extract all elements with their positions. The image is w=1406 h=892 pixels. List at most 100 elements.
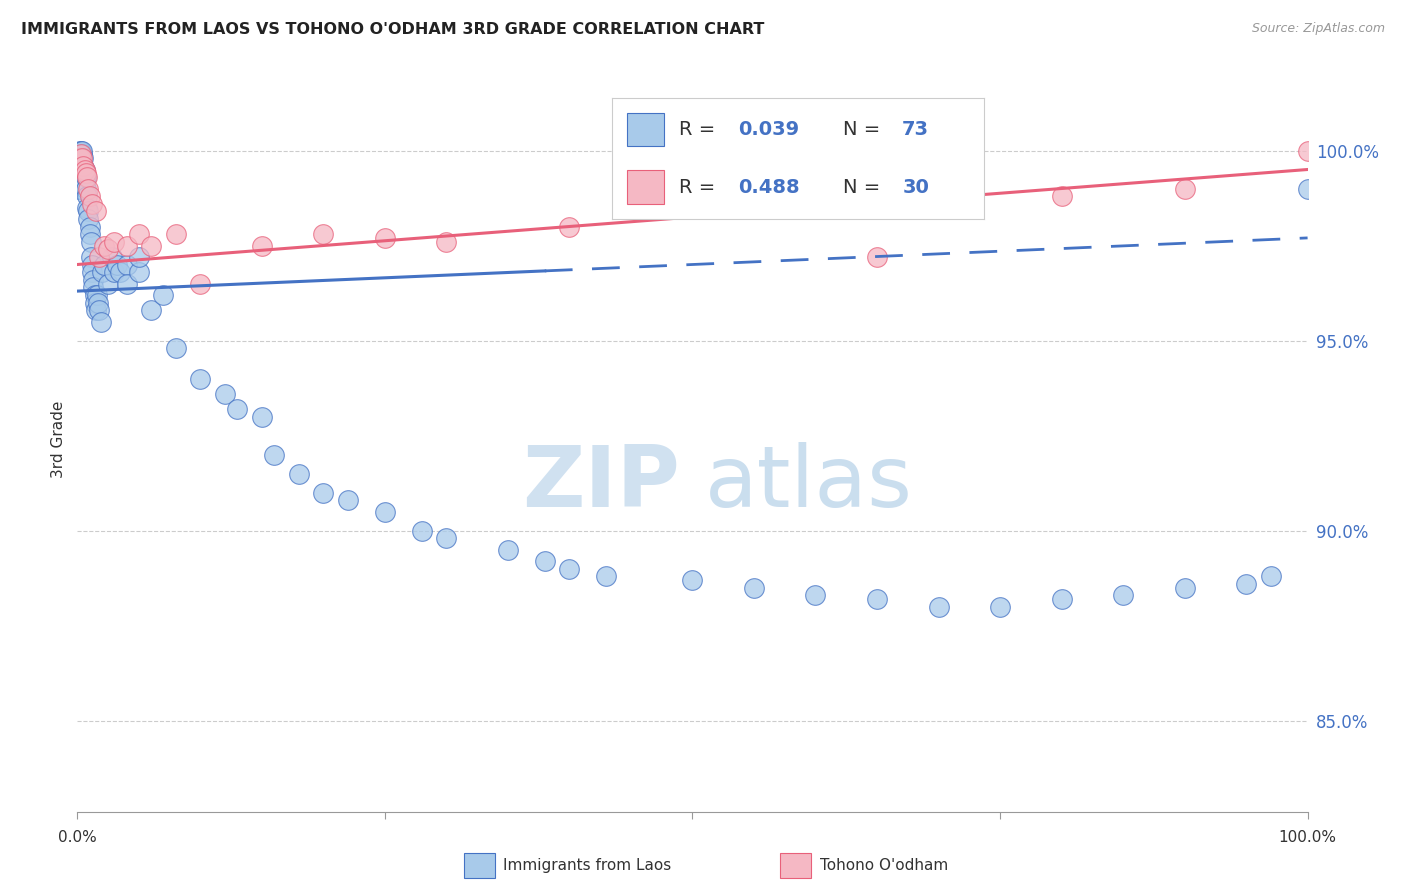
Point [82,273,104,287]
Text: 100.0%: 100.0% [1278,830,1337,846]
Point [77,181,100,195]
Point [69,144,91,158]
Point [263,448,285,462]
Point [1174,181,1197,195]
Point [250,238,273,252]
Point [165,227,187,241]
Point [103,235,125,249]
Point [682,573,704,587]
Point [742,201,765,215]
Point [105,258,128,272]
Text: Immigrants from Laos: Immigrants from Laos [503,858,672,872]
Point [558,219,581,234]
Point [436,531,458,545]
Text: IMMIGRANTS FROM LAOS VS TOHONO O'ODHAM 3RD GRADE CORRELATION CHART: IMMIGRANTS FROM LAOS VS TOHONO O'ODHAM 3… [21,22,765,37]
Point [72,159,94,173]
Text: 0.039: 0.039 [738,120,800,139]
Point [82,258,104,272]
Point [90,265,114,279]
Point [70,144,93,158]
Point [86,288,108,302]
Point [103,265,125,279]
Point [73,174,96,188]
Point [214,386,236,401]
Point [75,181,97,195]
Point [73,162,96,177]
Text: atlas: atlas [704,442,912,525]
Point [374,504,396,518]
Text: 0.488: 0.488 [738,178,800,197]
Point [141,303,163,318]
Bar [627,112,664,146]
Point [558,561,581,575]
Point [411,524,433,538]
Point [72,159,94,173]
Point [83,288,105,302]
Point [595,569,617,583]
Point [76,189,98,203]
Point [1112,588,1135,602]
Text: 0.0%: 0.0% [58,830,97,846]
Point [152,288,174,302]
Point [250,409,273,424]
Point [742,581,765,595]
Point [1174,581,1197,595]
Point [928,599,950,614]
Point [866,250,889,264]
Point [128,227,150,241]
Point [866,591,889,606]
Point [1050,591,1073,606]
Point [115,277,138,291]
Text: Tohono O'odham: Tohono O'odham [820,858,948,872]
Point [70,144,93,158]
Point [70,147,93,161]
Point [82,280,104,294]
Point [77,211,100,226]
Point [1296,144,1319,158]
Point [337,493,360,508]
Text: 73: 73 [903,120,929,139]
Point [77,204,100,219]
Point [1234,576,1257,591]
Point [97,242,120,256]
Point [988,599,1011,614]
Text: R =: R = [679,120,721,139]
Point [75,166,97,180]
Text: Source: ZipAtlas.com: Source: ZipAtlas.com [1251,22,1385,36]
Point [69,151,91,165]
Point [72,151,94,165]
Point [79,189,101,203]
Point [141,238,163,252]
Point [226,401,249,416]
Text: R =: R = [679,178,721,197]
Text: N =: N = [842,178,886,197]
Point [534,554,557,568]
Point [115,258,138,272]
Point [79,227,101,241]
Point [93,258,115,272]
Point [76,201,98,215]
Point [67,181,90,195]
Point [1050,189,1073,203]
Point [97,277,120,291]
Point [82,196,104,211]
Point [1260,569,1282,583]
Point [115,238,138,252]
Point [128,265,150,279]
Point [84,204,107,219]
Point [69,147,91,161]
Point [89,250,111,264]
Point [70,151,93,165]
Point [436,235,458,249]
Point [83,295,105,310]
Point [190,371,212,385]
Text: ZIP: ZIP [523,442,681,525]
Point [90,314,112,328]
Point [87,295,110,310]
Point [165,341,187,355]
Bar [627,170,664,204]
Point [101,250,124,264]
Point [70,151,93,165]
Point [190,277,212,291]
Point [73,162,96,177]
